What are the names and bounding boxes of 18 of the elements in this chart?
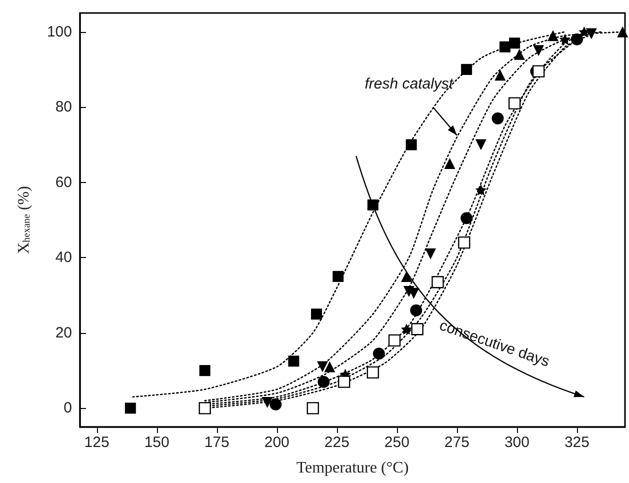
y-tick-label: 40 [55,249,72,266]
x-tick-label: 225 [324,434,350,451]
x-tick-label: 275 [444,434,470,451]
x-tick-label: 325 [564,434,590,451]
x-tick-label: 175 [204,434,230,451]
x-tick-label: 300 [504,434,530,451]
x-tick-label: 125 [84,434,110,451]
x-tick-label: 150 [144,434,170,451]
x-tick-label: 200 [264,434,290,451]
annotation: fresh catalyst [364,75,454,92]
x-axis-title: Temperature (°C) [296,460,409,476]
y-tick-label: 0 [64,400,72,417]
y-axis-title: Xhexane (%) [16,186,32,254]
y-tick-label: 80 [55,98,72,116]
x-tick-label: 250 [384,434,410,451]
y-tick-label: 100 [46,23,72,40]
y-tick-label: 60 [55,174,72,191]
y-tick-label: 20 [55,324,72,342]
